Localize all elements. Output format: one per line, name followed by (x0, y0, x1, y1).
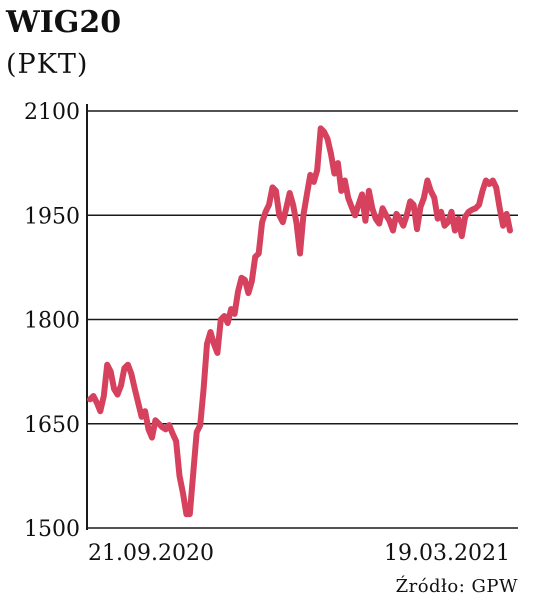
source-note: Źródło: GPW (396, 574, 518, 597)
y-tick-label-1650: 1650 (24, 413, 80, 438)
series-layer (87, 125, 513, 518)
x-tick-label-end: 19.03.2021 (384, 541, 510, 566)
chart-subtitle: (PKT) (6, 49, 88, 80)
y-tick-label-1950: 1950 (24, 204, 80, 229)
gridlines (87, 110, 518, 529)
y-tick-label-2100: 2100 (24, 100, 80, 125)
series-line-0 (87, 125, 513, 518)
y-tick-labels: 1500 1650 1800 1950 2100 (24, 100, 80, 542)
x-tick-label-start: 21.09.2020 (88, 541, 214, 566)
y-tick-label-1800: 1800 (24, 309, 80, 334)
y-tick-label-1500: 1500 (24, 517, 80, 542)
chart-title: WIG20 (5, 5, 121, 40)
